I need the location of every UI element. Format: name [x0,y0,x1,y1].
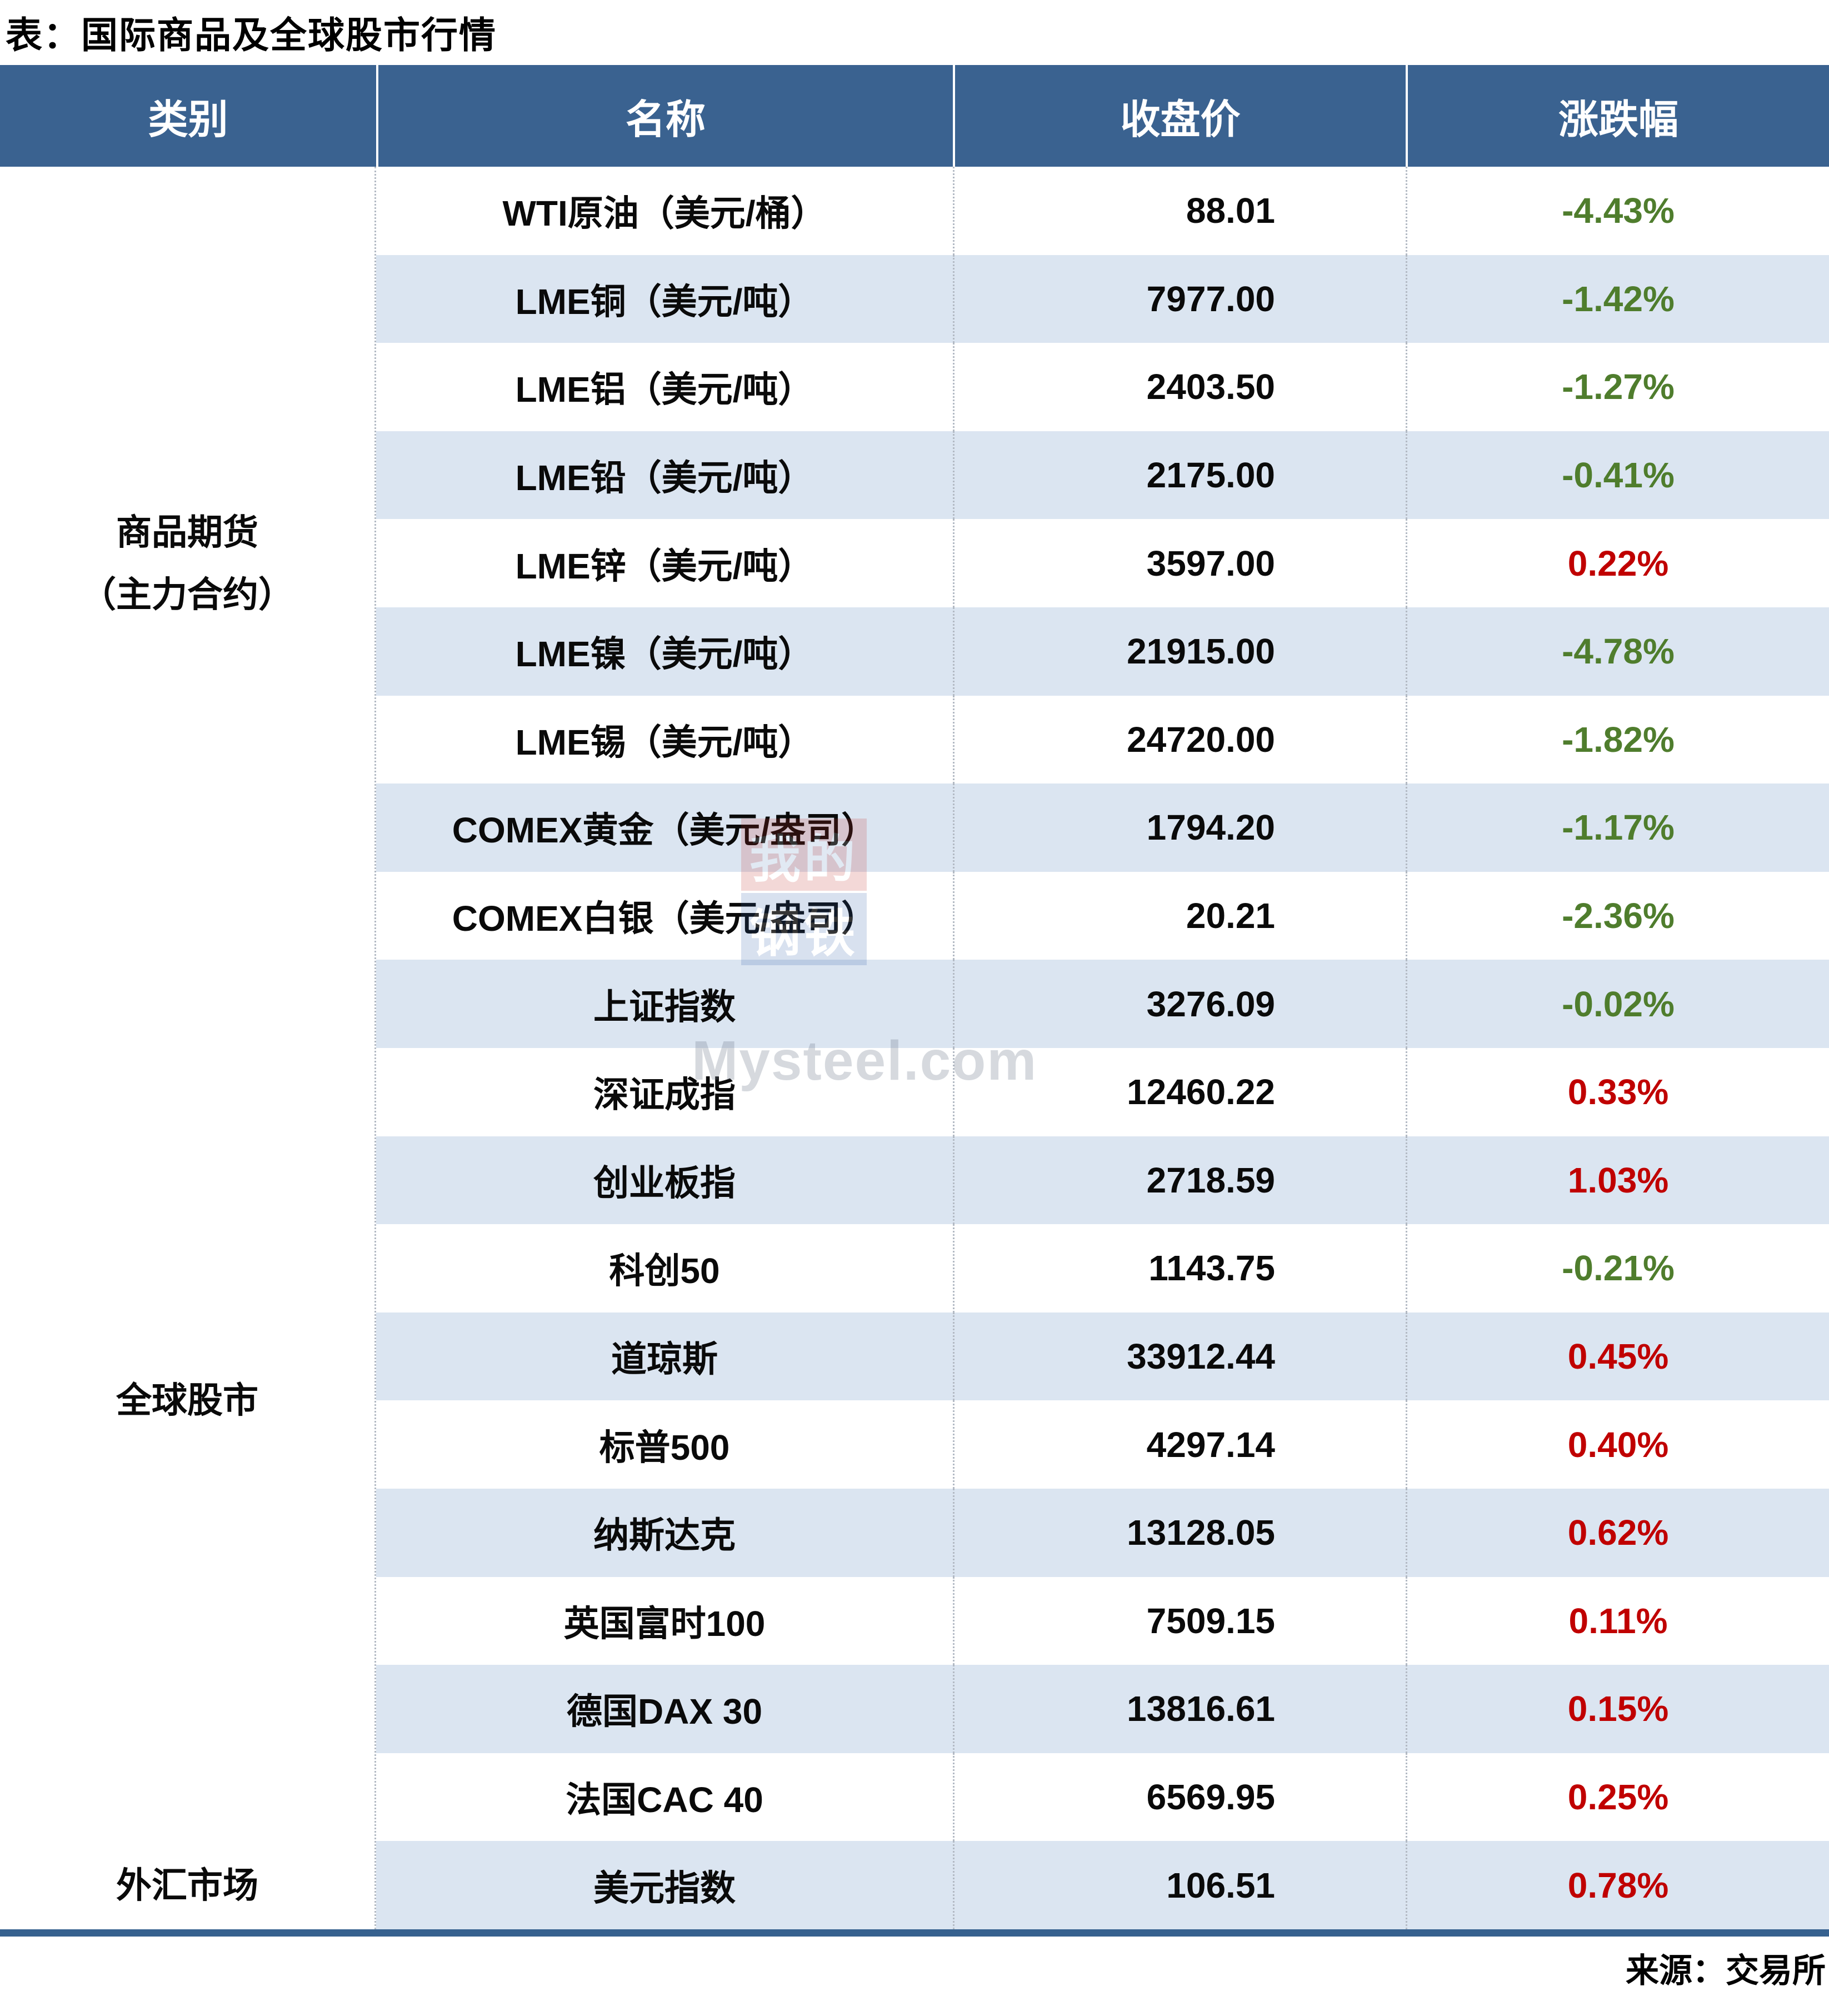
change-percent-cell: -1.82% [1406,695,1829,784]
table-bottom-bar [0,1929,1829,1937]
close-price-cell: 4297.14 [953,1400,1406,1489]
category-column: 商品期货 （主力合约） 全球股市外汇市场 [0,167,376,1929]
close-price-cell: 13128.05 [953,1488,1406,1577]
change-percent-cell: 0.78% [1406,1841,1829,1929]
close-price-cell: 24720.00 [953,695,1406,784]
change-percent-cell: 0.45% [1406,1312,1829,1401]
category-label: 外汇市场 [116,1865,258,1905]
change-percent-cell: -4.43% [1406,167,1829,255]
close-price-cell: 20.21 [953,871,1406,960]
table-row: 科创50 1143.75 -0.21% [376,1224,1829,1313]
name-cell: 上证指数 [593,986,736,1027]
close-price-cell: 2718.59 [953,1136,1406,1225]
name-cell: 英国富时100 [563,1603,766,1644]
table-row: WTI原油（美元/桶） 88.01 -4.43% [376,167,1829,255]
page-title: 表：国际商品及全球股市行情 [6,14,497,56]
table-header-row: 类别 名称 收盘价 涨跌幅 [0,65,1829,167]
name-cell: 创业板指 [593,1162,736,1203]
close-price-cell: 88.01 [953,167,1406,255]
mysteel-text-watermark: Mysteel.com [692,1030,1038,1092]
close-price-cell: 106.51 [953,1841,1406,1929]
name-cell: LME锌（美元/吨） [515,546,814,586]
change-percent-cell: 0.33% [1406,1047,1829,1136]
name-cell: 美元指数 [593,1868,736,1908]
header-cell-name: 名称 [376,65,953,167]
table-row: 纳斯达克 13128.05 0.62% [376,1488,1829,1577]
change-percent-cell: -2.36% [1406,871,1829,960]
table-row: LME镍（美元/吨） 21915.00 -4.78% [376,607,1829,696]
mysteel-logo-bottom: 钢铁 [741,893,867,965]
mysteel-logo-top: 我的 [741,819,867,891]
name-cell: 科创50 [609,1251,720,1291]
name-cell: LME铅（美元/吨） [515,458,814,498]
change-percent-cell: -0.41% [1406,431,1829,520]
table-row: 上证指数 3276.09 -0.02% [376,960,1829,1048]
change-percent-cell: -4.78% [1406,607,1829,696]
change-percent-cell: 0.22% [1406,519,1829,607]
table-row: LME铜（美元/吨） 7977.00 -1.42% [376,255,1829,343]
category-label: 全球股市 [116,1380,258,1421]
table-row: 德国DAX 30 13816.61 0.15% [376,1665,1829,1753]
close-price-cell: 6569.95 [953,1753,1406,1842]
table-rows: WTI原油（美元/桶） 88.01 -4.43% LME铜（美元/吨） 7977.00-… [376,167,1829,1929]
change-percent-cell: -1.17% [1406,784,1829,872]
name-cell: WTI原油（美元/桶） [502,193,827,234]
name-cell: 德国DAX 30 [566,1691,763,1732]
table-row: 英国富时100 7509.15 0.11% [376,1576,1829,1665]
close-price-cell: 21915.00 [953,607,1406,696]
mysteel-logo-watermark: 我的 钢铁 [741,819,867,965]
close-price-cell: 1794.20 [953,784,1406,872]
table-row: COMEX白银（美元/盎司） 20.21 -2.36% [376,871,1829,960]
change-percent-cell: -0.21% [1406,1224,1829,1313]
name-cell: 道琼斯 [611,1339,718,1380]
close-price-cell: 7509.15 [953,1576,1406,1665]
name-cell: LME铜（美元/吨） [515,281,814,322]
name-cell: COMEX黄金（美元/盎司） [452,810,877,851]
table-row: LME铝（美元/吨） 2403.50 -1.27% [376,343,1829,431]
change-percent-cell: -0.02% [1406,960,1829,1048]
close-price-cell: 1143.75 [953,1224,1406,1313]
change-percent-cell: -1.27% [1406,343,1829,431]
table-row: LME锌（美元/吨） 3597.00 0.22% [376,519,1829,607]
change-percent-cell: 0.15% [1406,1665,1829,1753]
close-price-cell: 2175.00 [953,431,1406,520]
name-cell: 纳斯达克 [593,1515,736,1556]
category-label: 商品期货 （主力合约） [81,512,294,615]
table-row: 标普500 4297.14 0.40% [376,1400,1829,1489]
close-price-cell: 13816.61 [953,1665,1406,1753]
source-note: 来源：交易所 [1626,1952,1826,1989]
change-percent-cell: 1.03% [1406,1136,1829,1225]
name-cell: 深证成指 [593,1075,736,1115]
close-price-cell: 7977.00 [953,255,1406,343]
close-price-cell: 33912.44 [953,1312,1406,1401]
close-price-cell: 2403.50 [953,343,1406,431]
change-percent-cell: -1.42% [1406,255,1829,343]
table-row: 创业板指 2718.59 1.03% [376,1136,1829,1225]
table-row: 道琼斯 33912.44 0.45% [376,1312,1829,1401]
table-row: LME铅（美元/吨） 2175.00 -0.41% [376,431,1829,520]
name-cell: LME镍（美元/吨） [515,634,814,675]
header-cell-category: 类别 [148,98,228,142]
table-row: 美元指数 106.51 0.78% [376,1841,1829,1929]
table-row: LME锡（美元/吨） 24720.00 -1.82% [376,695,1829,784]
name-cell: LME铝（美元/吨） [515,370,814,410]
name-cell: 法国CAC 40 [566,1779,763,1820]
close-price-cell: 3597.00 [953,519,1406,607]
change-percent-cell: 0.62% [1406,1488,1829,1577]
name-cell: 标普500 [599,1427,730,1468]
table-row: COMEX黄金（美元/盎司） 1794.20 -1.17% [376,784,1829,872]
change-percent-cell: 0.11% [1406,1576,1829,1665]
close-price-cell: 12460.22 [953,1047,1406,1136]
header-cell-change: 涨跌幅 [1406,65,1829,167]
table-row: 法国CAC 40 6569.95 0.25% [376,1753,1829,1842]
close-price-cell: 3276.09 [953,960,1406,1048]
name-cell: COMEX白银（美元/盎司） [452,899,877,939]
name-cell: LME锡（美元/吨） [515,722,814,762]
header-cell-close: 收盘价 [953,65,1406,167]
change-percent-cell: 0.25% [1406,1753,1829,1842]
change-percent-cell: 0.40% [1406,1400,1829,1489]
table-row: 深证成指 12460.22 0.33% [376,1047,1829,1136]
